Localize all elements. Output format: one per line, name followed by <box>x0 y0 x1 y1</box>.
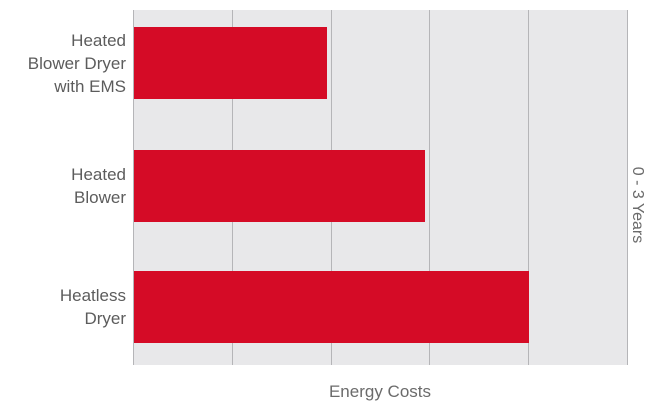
bar <box>134 27 327 99</box>
bar <box>134 271 530 343</box>
gridline <box>429 10 430 365</box>
category-label: Heated Blower <box>71 165 126 207</box>
bar <box>134 150 426 222</box>
category-label: Heated Blower Dryer with EMS <box>27 31 126 96</box>
x-axis-title: Energy Costs <box>328 382 432 401</box>
category-label: Heatless Dryer <box>59 286 126 328</box>
gridline <box>133 10 134 365</box>
gridline <box>627 10 628 365</box>
gridline <box>528 10 529 365</box>
period-label: 0 - 3 Years <box>629 166 646 244</box>
